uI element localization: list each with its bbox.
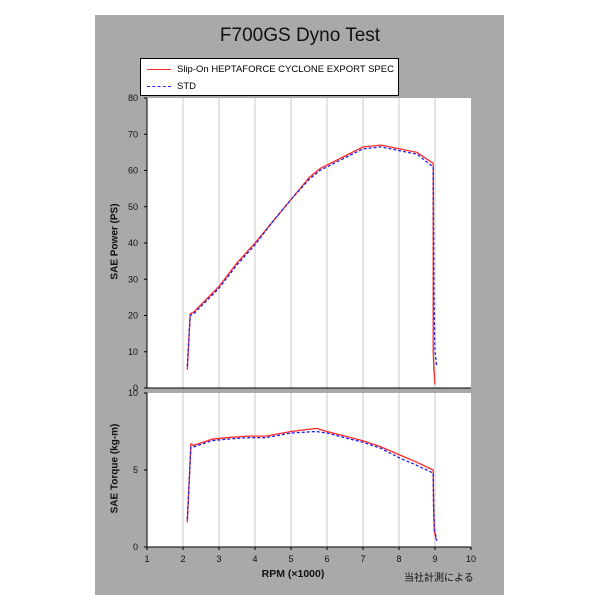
x-tick-label-9: 9 <box>432 554 437 564</box>
power-y-tick-label-30: 30 <box>128 274 138 284</box>
x-tick-label-6: 6 <box>324 554 329 564</box>
x-tick-label-5: 5 <box>288 554 293 564</box>
power-plot-area <box>147 98 471 388</box>
x-tick-label-8: 8 <box>396 554 401 564</box>
power-series-slip-on-line <box>186 144 436 385</box>
x-axis-label: RPM (×1000) <box>261 568 325 580</box>
power-y-tick-label-40: 40 <box>128 238 138 248</box>
legend-label-slip-on: Slip-On HEPTAFORCE CYCLONE EXPORT SPEC <box>177 63 394 75</box>
power-y-tick-label-80: 80 <box>128 93 138 103</box>
measurement-credit: 当社計測による <box>404 573 474 584</box>
power-y-tick-label-20: 20 <box>128 311 138 321</box>
torque-y-tick-label-5: 5 <box>133 465 138 475</box>
legend-label-std: STD <box>177 80 196 92</box>
torque-series-std-line <box>186 430 438 541</box>
torque-plot-area <box>147 393 471 547</box>
power-y-tick-label-50: 50 <box>128 202 138 212</box>
power-y-tick-label-70: 70 <box>128 129 138 139</box>
x-tick-label-3: 3 <box>216 554 221 564</box>
x-tick-label-7: 7 <box>360 554 365 564</box>
torque-y-axis-label: SAE Torque (kg-m) <box>109 423 121 514</box>
torque-series-slip-on-line <box>186 427 437 540</box>
power-y-tick-label-10: 10 <box>128 347 138 357</box>
legend-item-slip-on: Slip-On HEPTAFORCE CYCLONE EXPORT SPEC <box>147 62 394 76</box>
x-tick-label-10: 10 <box>466 554 476 564</box>
x-tick-label-2: 2 <box>180 554 185 564</box>
power-y-tick-label-60: 60 <box>128 166 138 176</box>
power-y-axis-label: SAE Power (PS) <box>109 203 121 280</box>
x-tick-label-1: 1 <box>144 554 149 564</box>
power-series-std-line <box>186 146 438 367</box>
chart-title: F700GS Dyno Test <box>219 25 381 46</box>
x-tick-label-4: 4 <box>252 554 257 564</box>
torque-y-tick-label-10: 10 <box>128 388 138 398</box>
legend-item-std: STD <box>147 79 196 93</box>
power-y-tick-label-0: 0 <box>133 383 138 393</box>
legend-swatch-slip-on <box>147 68 171 70</box>
legend-swatch-std <box>147 85 171 87</box>
torque-y-tick-label-0: 0 <box>133 542 138 552</box>
legend: Slip-On HEPTAFORCE CYCLONE EXPORT SPEC S… <box>140 58 399 96</box>
